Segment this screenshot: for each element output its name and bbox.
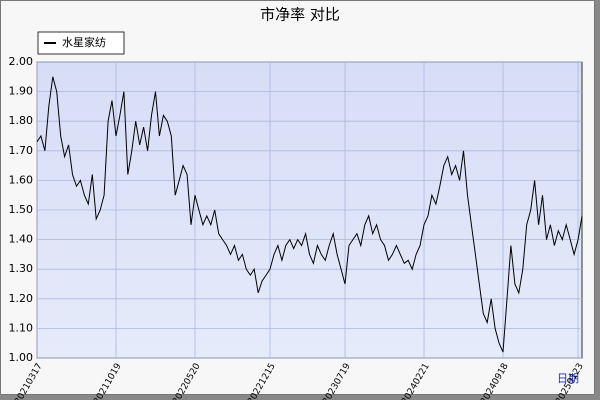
x-axis-label: 日期 <box>557 372 579 385</box>
legend-label: 水星家纺 <box>62 35 106 49</box>
y-tick-label: 1.90 <box>9 85 34 98</box>
y-tick-label: 2.00 <box>9 55 34 68</box>
y-tick-label: 1.10 <box>9 321 34 334</box>
series-line <box>36 76 583 353</box>
y-tick-label: 1.80 <box>9 114 34 127</box>
y-tick-label: 1.00 <box>9 351 34 364</box>
y-tick-label: 1.50 <box>9 203 34 216</box>
y-tick-label: 1.70 <box>9 144 34 157</box>
y-tick-label: 1.30 <box>9 262 34 275</box>
y-tick-label: 1.60 <box>9 173 34 186</box>
y-tick-label: 1.40 <box>9 233 34 246</box>
chart-title: 市净率 对比 <box>260 6 340 24</box>
y-tick-label: 1.20 <box>9 292 34 305</box>
legend <box>37 31 125 55</box>
